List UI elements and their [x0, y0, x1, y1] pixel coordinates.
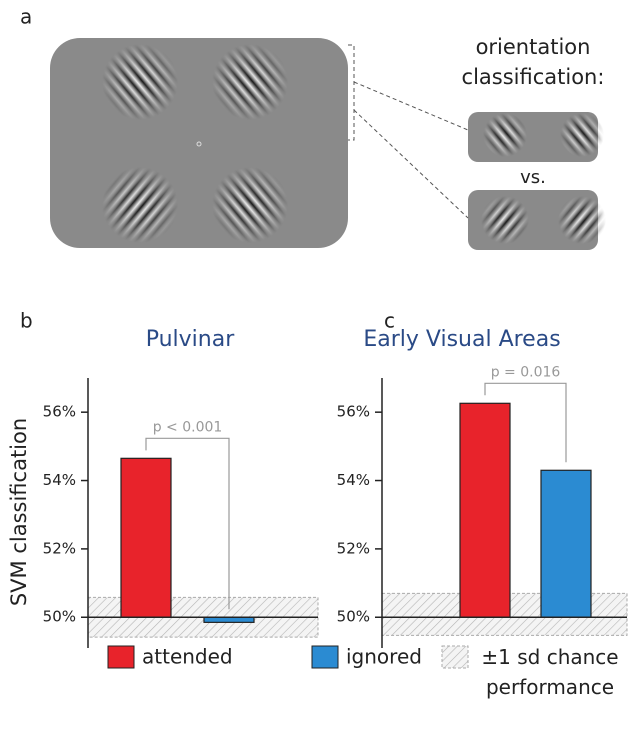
gabor-patch: [86, 28, 194, 136]
legend-swatch: [311, 645, 339, 669]
gabor: [471, 186, 539, 254]
panel-label: c: [384, 309, 395, 333]
y-tick-label: 54%: [337, 471, 370, 489]
gabor-patch: [471, 186, 539, 254]
bar: [459, 402, 511, 618]
bar: [203, 616, 255, 623]
legend-label: attended: [142, 645, 233, 669]
y-tick-label: 50%: [337, 608, 370, 626]
p-value: p = 0.016: [491, 364, 561, 380]
legend-label: ignored: [346, 645, 422, 669]
gabor: [474, 104, 536, 166]
gabor: [196, 151, 304, 259]
significance-bracket: [484, 382, 567, 463]
legend-label: ±1 sd chance performance: [481, 645, 619, 699]
legend-swatch: [441, 645, 469, 669]
legend-label-box: ±1 sd chance performance: [481, 645, 619, 699]
gabor-patch: [548, 186, 616, 254]
gabor: [86, 28, 194, 136]
significance-bracket: [145, 437, 230, 610]
y-tick-label: 50%: [43, 608, 76, 626]
gabor-patch: [196, 151, 304, 259]
gabor-patch: [86, 151, 194, 259]
y-tick-label: 54%: [43, 471, 76, 489]
legend-swatch: [107, 645, 135, 669]
gabor: [551, 104, 613, 166]
bar: [120, 457, 172, 618]
gabor: [86, 151, 194, 259]
gabor: [548, 186, 616, 254]
y-axis-label: SVM classification: [7, 418, 31, 606]
chart-title: Pulvinar: [146, 327, 235, 352]
gabor-patch: [551, 104, 613, 166]
fixation: [196, 141, 202, 147]
panel-label: b: [20, 309, 33, 333]
y-tick-label: 52%: [337, 539, 370, 557]
vs-label: vs.: [520, 167, 546, 188]
bar: [540, 469, 592, 618]
y-tick-label: 56%: [43, 403, 76, 421]
gabor-patch: [196, 28, 304, 136]
y-tick-label: 56%: [337, 403, 370, 421]
gabor: [196, 28, 304, 136]
heading: orientation classification:: [461, 35, 605, 89]
bracket: [348, 44, 469, 219]
gabor-patch: [474, 104, 536, 166]
chart-title: Early Visual Areas: [363, 327, 560, 352]
panel-label: a: [20, 5, 32, 29]
heading-box: orientation classification:: [461, 35, 605, 89]
y-tick-label: 52%: [43, 539, 76, 557]
p-value: p < 0.001: [153, 419, 223, 435]
